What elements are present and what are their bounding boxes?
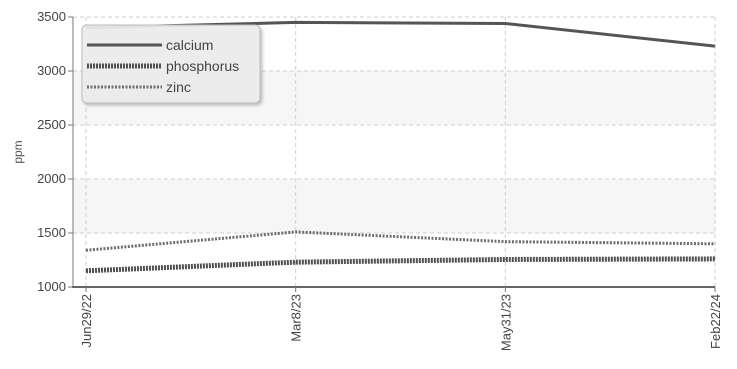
- x-tick-label: Jun29/22: [79, 294, 94, 348]
- plot-band: [73, 179, 715, 233]
- y-axis-tick-labels: 1000 1500 2000 2500 3000 3500: [37, 9, 66, 294]
- y-axis-title: ppm: [11, 140, 25, 163]
- x-tick-label: May31/23: [498, 294, 513, 351]
- data-point-calcium: [295, 21, 297, 23]
- data-point-zinc: [504, 241, 506, 243]
- data-point-phosphorus: [504, 258, 506, 260]
- data-point-zinc: [295, 231, 297, 233]
- data-point-calcium: [714, 45, 716, 47]
- data-point-phosphorus: [85, 270, 87, 272]
- series-line-phosphorus: [85, 256, 716, 274]
- y-tick-label: 1500: [37, 225, 66, 240]
- legend-label-zinc: zinc: [166, 79, 191, 95]
- y-tick-label: 3500: [37, 9, 66, 24]
- series-line-zinc: [85, 230, 716, 252]
- data-point-zinc: [714, 243, 716, 245]
- x-tick-label: Feb22/24: [708, 294, 723, 349]
- y-tick-label: 2500: [37, 117, 66, 132]
- data-point-phosphorus: [295, 261, 297, 263]
- y-tick-label: 3000: [37, 63, 66, 78]
- legend-label-calcium: calcium: [166, 37, 213, 53]
- legend: calcium phosphorus zinc: [81, 24, 261, 104]
- data-point-zinc: [85, 249, 87, 251]
- x-tick-label: Mar8/23: [289, 294, 304, 342]
- data-point-calcium: [504, 22, 506, 24]
- y-tick-label: 1000: [37, 279, 66, 294]
- x-axis-tick-labels: Jun29/22 Mar8/23 May31/23 Feb22/24: [79, 294, 723, 351]
- legend-label-phosphorus: phosphorus: [166, 58, 239, 74]
- y-tick-label: 2000: [37, 171, 66, 186]
- axes: [68, 16, 716, 292]
- data-point-phosphorus: [714, 258, 716, 260]
- gridlines: [73, 16, 716, 287]
